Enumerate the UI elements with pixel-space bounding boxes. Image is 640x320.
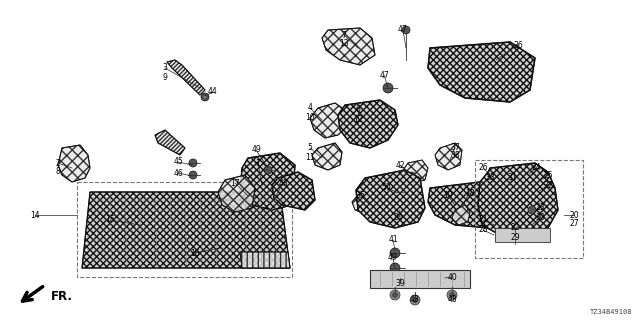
Polygon shape [478,163,558,238]
Text: 16: 16 [190,249,200,258]
Text: 23: 23 [535,204,545,212]
Text: 33: 33 [485,173,495,182]
Text: FR.: FR. [51,291,73,303]
Text: 18: 18 [465,188,475,197]
Text: 12: 12 [353,115,363,124]
Text: 9: 9 [163,73,168,82]
Circle shape [449,292,454,298]
Text: 11: 11 [305,153,315,162]
Text: 47: 47 [398,26,408,35]
Text: 10: 10 [305,113,315,122]
Circle shape [410,295,420,305]
Text: 31: 31 [507,173,517,182]
Text: 15: 15 [105,215,115,225]
Text: 5: 5 [308,143,312,153]
Text: 7: 7 [342,30,346,39]
Text: 45: 45 [173,157,183,166]
Text: 19: 19 [443,191,453,201]
Text: 37: 37 [450,142,460,151]
Circle shape [393,188,401,196]
Text: 47: 47 [379,70,389,79]
Text: 48: 48 [278,179,288,188]
Circle shape [409,172,415,178]
Text: 30: 30 [535,213,545,222]
Circle shape [203,95,207,99]
Text: 49: 49 [251,146,261,155]
Polygon shape [218,175,255,212]
Text: 24: 24 [531,164,541,172]
Text: 39: 39 [395,278,405,287]
Circle shape [402,26,410,34]
Text: 2: 2 [56,158,60,167]
Circle shape [264,166,272,174]
Text: 49: 49 [388,253,398,262]
Text: 40: 40 [447,273,457,282]
Circle shape [189,159,197,167]
Circle shape [189,171,197,179]
Bar [370,270,470,288]
Text: TZ34B49108: TZ34B49108 [589,309,632,315]
Text: 4: 4 [308,103,312,113]
Text: 1: 1 [255,158,260,167]
Text: 22: 22 [510,223,520,233]
Text: 29: 29 [510,234,520,243]
Polygon shape [167,60,205,95]
Text: 20: 20 [569,211,579,220]
Text: 14: 14 [30,211,40,220]
Text: 41: 41 [388,236,398,244]
Text: 43: 43 [448,295,458,305]
Text: 50: 50 [381,182,391,191]
Polygon shape [322,28,375,65]
Text: 44: 44 [208,87,218,97]
Polygon shape [403,160,428,183]
Polygon shape [435,143,462,170]
Circle shape [413,298,417,302]
Polygon shape [82,192,290,268]
Circle shape [528,206,536,214]
Text: 27: 27 [569,220,579,228]
Polygon shape [428,182,500,228]
Polygon shape [312,143,342,170]
Polygon shape [155,130,185,155]
Text: 8: 8 [56,167,60,177]
Text: 17: 17 [230,179,240,188]
Text: 6: 6 [356,106,360,115]
Bar [475,160,583,258]
Circle shape [390,290,400,300]
Polygon shape [356,170,425,228]
Text: 34: 34 [393,213,403,222]
Text: 3: 3 [163,63,168,73]
Circle shape [447,290,457,300]
Text: 25: 25 [543,171,553,180]
Text: 26: 26 [478,164,488,172]
Polygon shape [240,252,290,268]
Circle shape [383,83,393,93]
Circle shape [201,93,209,101]
Polygon shape [58,145,90,182]
Text: 28: 28 [478,226,488,235]
Polygon shape [428,42,535,102]
Text: 21: 21 [478,215,488,225]
Polygon shape [338,100,398,148]
Polygon shape [352,188,383,215]
Bar [77,182,292,277]
Bar [495,228,550,242]
Text: 46: 46 [173,169,183,178]
Text: 38: 38 [450,151,460,161]
Text: 13: 13 [339,39,349,49]
Polygon shape [272,172,315,210]
Polygon shape [310,103,348,138]
Circle shape [390,263,400,273]
Polygon shape [452,205,470,225]
Text: 35: 35 [355,190,365,199]
Text: 32: 32 [543,180,553,189]
Polygon shape [240,153,295,210]
Text: 36: 36 [513,41,523,50]
Circle shape [390,248,400,258]
Circle shape [392,292,397,298]
Text: 42: 42 [395,161,405,170]
Text: 43: 43 [410,295,420,305]
